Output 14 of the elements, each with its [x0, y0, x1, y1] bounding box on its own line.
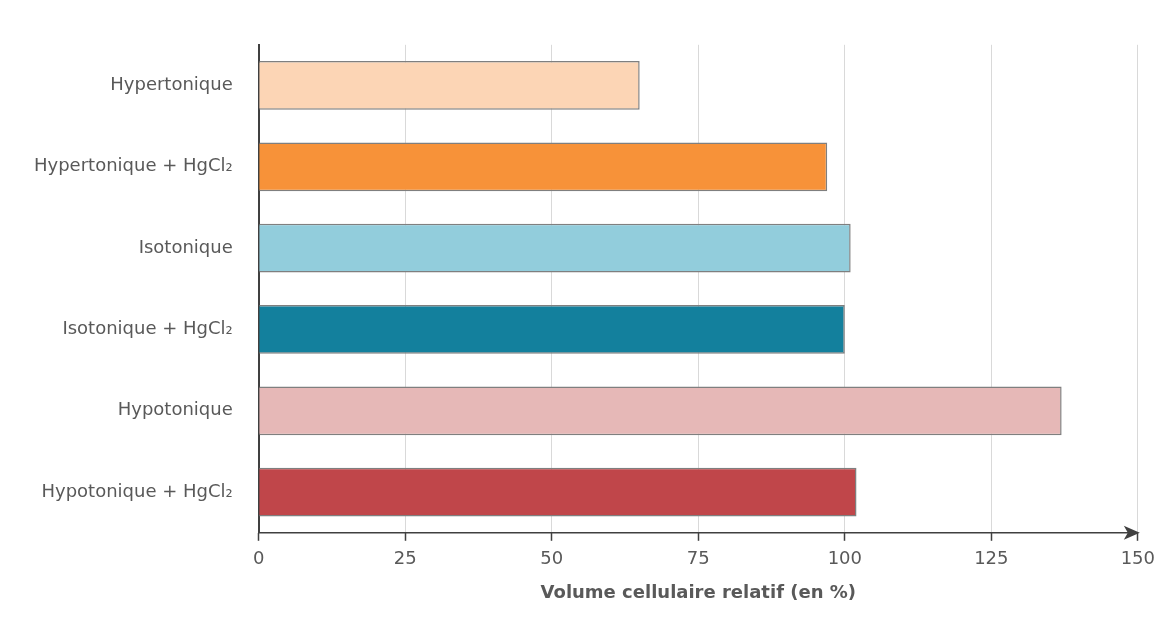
y-tick-label: Hypotonique + HgCl₂ — [41, 479, 233, 501]
x-tick-label: 150 — [1120, 547, 1155, 569]
x-tick-label: 100 — [827, 547, 862, 569]
y-tick-label: Isotonique + HgCl₂ — [62, 317, 233, 339]
x-tick-label: 0 — [253, 547, 265, 569]
y-tick-label: Hypotonique — [117, 398, 233, 420]
y-tick-label: Isotonique — [138, 235, 233, 257]
x-axis-title: Volume cellulaire relatif (en %) — [540, 580, 857, 602]
y-tick-label: Hypertonique + HgCl₂ — [34, 154, 233, 176]
x-tick-label: 125 — [974, 547, 1009, 569]
x-tick-label: 75 — [686, 547, 710, 569]
x-tick-label: 50 — [540, 547, 564, 569]
y-tick-label: Hypertonique — [110, 73, 233, 95]
x-tick-label: 25 — [393, 547, 417, 569]
